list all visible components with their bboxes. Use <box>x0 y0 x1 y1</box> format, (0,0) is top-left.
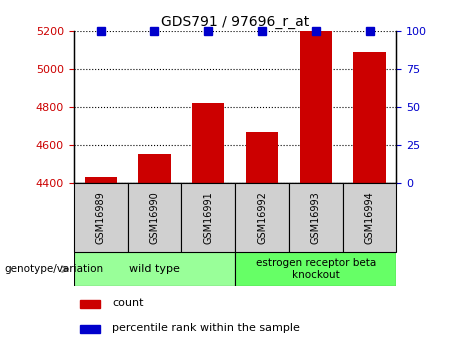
Bar <box>138 155 171 183</box>
Text: count: count <box>112 298 144 308</box>
Text: GSM16991: GSM16991 <box>203 191 213 244</box>
Title: GDS791 / 97696_r_at: GDS791 / 97696_r_at <box>161 14 309 29</box>
Text: GSM16993: GSM16993 <box>311 191 321 244</box>
Text: percentile rank within the sample: percentile rank within the sample <box>112 323 301 333</box>
Bar <box>74 252 235 286</box>
Bar <box>74 183 128 252</box>
Bar <box>84 177 117 183</box>
Text: GSM16992: GSM16992 <box>257 191 267 244</box>
Bar <box>181 183 235 252</box>
Text: genotype/variation: genotype/variation <box>5 264 104 274</box>
Bar <box>192 103 225 183</box>
Bar <box>343 183 396 252</box>
Bar <box>80 300 100 308</box>
Bar <box>289 183 343 252</box>
Bar <box>235 252 396 286</box>
Bar <box>80 325 100 333</box>
Text: wild type: wild type <box>129 264 180 274</box>
Bar <box>300 31 332 183</box>
Bar <box>354 52 386 183</box>
Text: GSM16989: GSM16989 <box>95 191 106 244</box>
Bar <box>235 183 289 252</box>
Bar <box>128 183 181 252</box>
Bar <box>246 132 278 183</box>
Text: GSM16990: GSM16990 <box>149 191 160 244</box>
Text: GSM16994: GSM16994 <box>365 191 375 244</box>
Text: estrogen receptor beta
knockout: estrogen receptor beta knockout <box>256 258 376 280</box>
